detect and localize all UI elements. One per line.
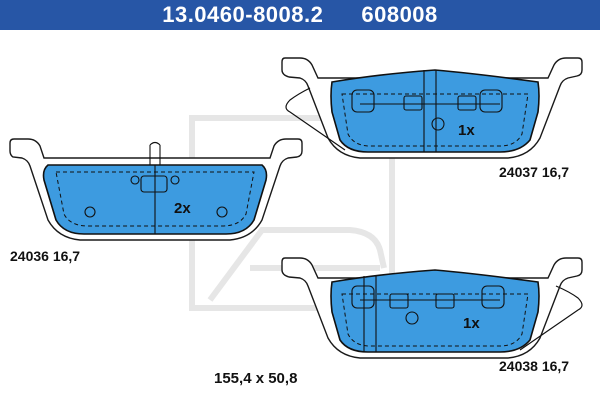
pad-right-bottom-quantity: 1x xyxy=(463,315,480,332)
brake-pad-right-top: 1x xyxy=(281,57,583,159)
pad-right-bottom-label: 24038 16,7 xyxy=(499,358,570,374)
article-number: 608008 xyxy=(361,2,438,27)
pad-dimensions: 155,4 x 50,8 xyxy=(214,370,298,387)
wear-sensor-wire-bottom xyxy=(519,285,583,351)
part-number: 13.0460-8008.2 xyxy=(162,2,324,27)
pad-left-quantity: 2x xyxy=(174,200,191,217)
pad-left-label: 24036 16,7 xyxy=(10,248,81,264)
pad-right-top-quantity: 1x xyxy=(458,122,475,139)
brake-pad-left: 2x xyxy=(9,138,303,241)
brake-pad-right-bottom: 1x xyxy=(281,257,583,359)
pad-right-top-friction-material xyxy=(330,69,540,153)
wear-sensor-wire-top xyxy=(285,87,346,151)
pad-right-top-label: 24037 16,7 xyxy=(499,164,570,180)
header-bar: 13.0460-8008.2 608008 xyxy=(0,0,600,30)
pad-right-bottom-friction-material xyxy=(330,269,540,353)
